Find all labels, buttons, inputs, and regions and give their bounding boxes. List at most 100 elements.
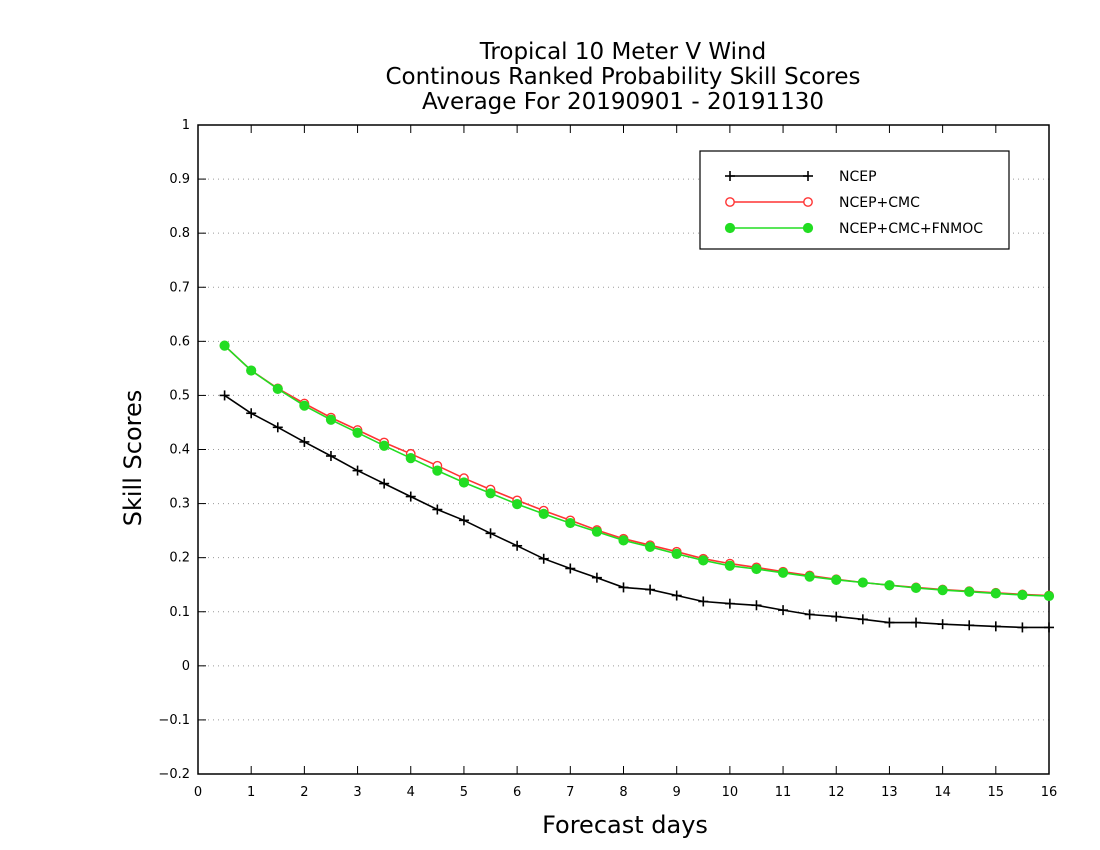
data-point-ncep-cmc-fnmoc bbox=[458, 477, 470, 488]
data-point-ncep bbox=[698, 596, 709, 607]
data-point-ncep bbox=[512, 540, 523, 551]
x-tick-label: 2 bbox=[300, 785, 308, 800]
data-point-ncep-cmc-fnmoc bbox=[831, 574, 842, 585]
y-tick-label: 1 bbox=[182, 118, 190, 133]
data-point-ncep bbox=[618, 582, 629, 593]
data-point-ncep-cmc-fnmoc bbox=[432, 465, 443, 476]
data-point-ncep-cmc-fnmoc bbox=[724, 560, 735, 571]
series-line-ncep bbox=[224, 394, 1049, 629]
series-ncep-cmc-fnmoc bbox=[219, 340, 1055, 602]
x-tick-label: 6 bbox=[513, 785, 521, 800]
data-point-ncep-cmc-fnmoc bbox=[777, 567, 789, 578]
data-point-ncep-cmc-fnmoc bbox=[512, 499, 523, 510]
x-tick-label: 11 bbox=[775, 785, 792, 800]
data-point-ncep-cmc-fnmoc bbox=[910, 582, 922, 594]
data-point-ncep-cmc-fnmoc bbox=[1017, 589, 1028, 601]
data-point-ncep bbox=[964, 620, 975, 631]
data-point-ncep-cmc-fnmoc bbox=[299, 400, 310, 411]
data-point-ncep-cmc-fnmoc bbox=[565, 517, 576, 529]
data-point-ncep bbox=[671, 590, 682, 601]
y-tick-label: 0 bbox=[182, 659, 190, 674]
x-tick-label: 8 bbox=[619, 785, 627, 800]
data-point-ncep bbox=[1044, 622, 1054, 633]
y-tick-label: 0.4 bbox=[169, 443, 190, 458]
data-point-ncep bbox=[538, 553, 549, 564]
data-point-ncep-cmc-fnmoc bbox=[990, 588, 1001, 599]
data-point-ncep bbox=[485, 528, 496, 539]
x-tick-label: 7 bbox=[566, 785, 574, 800]
data-point-ncep bbox=[831, 611, 842, 622]
data-point-ncep bbox=[724, 598, 735, 609]
x-tick-label: 1 bbox=[247, 785, 255, 800]
chart-title-line-3: Average For 20190901 - 20191130 bbox=[422, 89, 824, 115]
y-tick-label: 0.3 bbox=[169, 497, 190, 512]
chart-title-block: Tropical 10 Meter V Wind Continous Ranke… bbox=[385, 39, 860, 115]
x-tick-label: 10 bbox=[722, 785, 739, 800]
legend-marker bbox=[725, 197, 735, 207]
data-point-ncep bbox=[325, 450, 336, 461]
x-tick-label: 14 bbox=[934, 785, 951, 800]
data-point-ncep-cmc-fnmoc bbox=[698, 555, 709, 566]
x-axis-ticks: 0 1 2 3 4 5 6 7 8 9 10 11 12 13 14 15 16 bbox=[194, 125, 1057, 800]
data-point-ncep bbox=[884, 617, 895, 628]
legend-label: NCEP+CMC+FNMOC bbox=[839, 221, 983, 237]
y-tick-label: 0.9 bbox=[169, 172, 190, 187]
y-tick-label: 0.6 bbox=[169, 334, 190, 349]
series-group bbox=[219, 340, 1055, 633]
data-point-ncep bbox=[352, 465, 363, 476]
legend-item-ncep: NCEP bbox=[725, 169, 877, 185]
legend-marker bbox=[724, 222, 736, 234]
data-point-ncep-cmc-fnmoc bbox=[964, 586, 975, 597]
x-tick-label: 3 bbox=[353, 785, 361, 800]
data-point-ncep bbox=[565, 563, 576, 574]
y-axis-label: Skill Scores bbox=[119, 390, 147, 527]
chart-title-line-1: Tropical 10 Meter V Wind bbox=[479, 39, 766, 65]
series-ncep-cmc bbox=[219, 340, 1054, 601]
data-point-ncep-cmc-fnmoc bbox=[884, 580, 895, 591]
data-point-ncep bbox=[458, 515, 469, 526]
data-point-ncep-cmc-fnmoc bbox=[751, 563, 762, 575]
data-point-ncep-cmc-fnmoc bbox=[246, 365, 257, 376]
x-tick-label: 16 bbox=[1041, 785, 1058, 800]
data-point-ncep bbox=[778, 605, 789, 616]
data-point-ncep bbox=[379, 478, 390, 489]
x-tick-label: 0 bbox=[194, 785, 202, 800]
legend-box bbox=[699, 150, 1010, 250]
data-point-ncep bbox=[857, 614, 868, 625]
data-point-ncep-cmc-fnmoc bbox=[405, 453, 416, 464]
data-point-ncep bbox=[937, 619, 948, 630]
y-tick-label: 0.2 bbox=[169, 551, 190, 566]
data-point-ncep bbox=[751, 600, 762, 611]
data-point-ncep-cmc-fnmoc bbox=[937, 585, 948, 596]
data-point-ncep bbox=[299, 436, 310, 447]
x-tick-label: 12 bbox=[828, 785, 845, 800]
data-point-ncep-cmc-fnmoc bbox=[325, 414, 337, 425]
legend-item-ncep-cmc: NCEP+CMC bbox=[725, 195, 920, 211]
data-point-ncep-cmc-fnmoc bbox=[591, 526, 603, 537]
y-tick-label: 0.1 bbox=[169, 605, 190, 620]
y-tick-label: 0.8 bbox=[169, 226, 190, 241]
data-point-ncep bbox=[246, 408, 257, 419]
grid-lines bbox=[198, 178, 1049, 721]
data-point-ncep-cmc-fnmoc bbox=[857, 577, 868, 588]
legend-label: NCEP+CMC bbox=[839, 195, 920, 211]
data-point-ncep bbox=[405, 491, 416, 502]
data-point-ncep-cmc-fnmoc bbox=[485, 488, 496, 499]
legend-item-ncep-cmc-fnmoc: NCEP+CMC+FNMOC bbox=[724, 221, 983, 237]
data-point-ncep-cmc-fnmoc bbox=[538, 508, 549, 519]
series-ncep bbox=[219, 390, 1054, 633]
data-point-ncep-cmc-fnmoc bbox=[644, 541, 656, 552]
data-point-ncep-cmc-fnmoc bbox=[219, 340, 230, 351]
y-tick-label: 0.5 bbox=[169, 388, 190, 403]
data-point-ncep bbox=[911, 617, 922, 628]
data-point-ncep-cmc-fnmoc bbox=[379, 440, 390, 451]
y-tick-label: −0.2 bbox=[158, 767, 190, 782]
data-point-ncep-cmc-fnmoc bbox=[804, 571, 815, 582]
data-point-ncep bbox=[645, 584, 656, 595]
data-point-ncep bbox=[990, 621, 1001, 632]
legend-label: NCEP bbox=[839, 169, 877, 185]
legend-marker bbox=[803, 171, 813, 181]
legend-marker bbox=[802, 222, 814, 234]
legend: NCEP NCEP+CMC NCEP+CMC+FNMOC bbox=[699, 150, 1010, 250]
legend-marker bbox=[803, 197, 813, 207]
